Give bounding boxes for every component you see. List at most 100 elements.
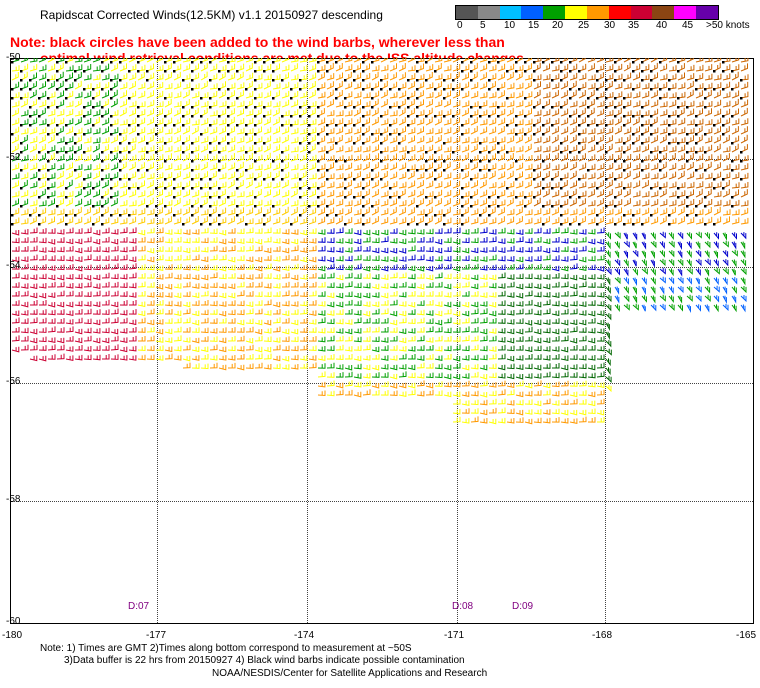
wind-barb [596, 362, 605, 369]
wind-barb [326, 228, 335, 234]
wind-barb [155, 345, 164, 351]
wind-barb [74, 328, 83, 335]
wind-barb [488, 163, 497, 172]
wind-barb [560, 418, 569, 424]
wind-barb [740, 74, 749, 82]
wind-barb [83, 308, 92, 315]
wind-barb [569, 80, 577, 91]
wind-barb [731, 286, 737, 294]
wind-barb [641, 154, 650, 163]
wind-barb [444, 336, 452, 342]
wind-barb [380, 64, 389, 72]
wind-barb [569, 338, 578, 344]
wind-barb [713, 171, 722, 181]
wind-barb [479, 308, 488, 315]
wind-barb [632, 277, 637, 286]
wind-barb [740, 250, 746, 259]
wind-barb [704, 108, 712, 117]
wind-barb [722, 286, 728, 295]
wind-barb [668, 127, 677, 136]
wind-barb [245, 338, 254, 344]
wind-barb [596, 292, 605, 298]
wind-barb [11, 143, 19, 153]
wind-barb [146, 256, 155, 263]
wind-barb [281, 162, 289, 172]
wind-barb [524, 282, 533, 289]
wind-barb [326, 390, 335, 397]
wind-barb [479, 164, 488, 172]
wind-barb [470, 237, 479, 244]
wind-barb [245, 344, 254, 351]
wind-barb [695, 231, 702, 239]
wind-barb [552, 273, 560, 279]
wind-barb [479, 136, 488, 145]
wind-barb [614, 82, 623, 90]
wind-barb [677, 127, 686, 135]
wind-barb [659, 58, 668, 64]
wind-barb [389, 217, 398, 225]
wind-barb [497, 407, 506, 414]
wind-barb [119, 107, 127, 117]
wind-barb [335, 90, 343, 100]
wind-barb [299, 99, 308, 109]
wind-barb [371, 326, 380, 333]
wind-barb [488, 407, 497, 414]
wind-barb [416, 291, 425, 297]
wind-barb [497, 108, 506, 118]
wind-barb [155, 236, 164, 243]
wind-barb [398, 364, 407, 370]
wind-barb [443, 73, 452, 82]
wind-barb [542, 82, 551, 90]
wind-barb [452, 189, 460, 198]
wind-barb [506, 82, 515, 90]
wind-barb [470, 91, 479, 99]
wind-barb [731, 189, 739, 199]
wind-barb [182, 58, 191, 63]
wind-barb [713, 108, 722, 117]
wind-barb [596, 245, 605, 252]
wind-barb [281, 300, 290, 307]
wind-barb [560, 328, 569, 334]
wind-barb [146, 90, 154, 99]
wind-barb [479, 109, 488, 118]
wind-barb [137, 135, 145, 144]
wind-barb [416, 355, 425, 361]
wind-barb [551, 300, 560, 307]
wind-barb [731, 182, 740, 189]
wind-barb [146, 345, 155, 352]
wind-barb [362, 188, 370, 199]
wind-barb [560, 126, 569, 135]
wind-barb [542, 171, 550, 181]
wind-barb [155, 154, 164, 162]
wind-barb [371, 117, 379, 126]
wind-barb [515, 263, 524, 270]
wind-barb [101, 117, 110, 126]
wind-barb [524, 399, 533, 405]
wind-barb [353, 345, 362, 351]
wind-barb [29, 355, 38, 362]
wind-barb [246, 282, 254, 288]
wind-barb [83, 73, 92, 81]
wind-barb [434, 162, 442, 172]
wind-barb [695, 285, 702, 293]
wind-barb [227, 199, 236, 207]
wind-barb [164, 207, 172, 216]
wind-barb [92, 200, 101, 208]
wind-barb [209, 200, 218, 208]
wind-barb [47, 80, 55, 90]
wind-barb [533, 217, 542, 225]
wind-barb [641, 91, 650, 99]
wind-barb [686, 277, 692, 285]
wind-barb [461, 181, 470, 190]
wind-barb [272, 228, 281, 234]
wind-barb [92, 137, 101, 144]
wind-barb [722, 81, 731, 91]
wind-barb [417, 237, 425, 243]
wind-barb [38, 273, 47, 280]
wind-barb [551, 346, 560, 352]
wind-barb [551, 73, 560, 82]
wind-barb [434, 73, 443, 81]
wind-barb [677, 91, 686, 100]
wind-barb [272, 326, 281, 333]
wind-barb [398, 229, 407, 236]
